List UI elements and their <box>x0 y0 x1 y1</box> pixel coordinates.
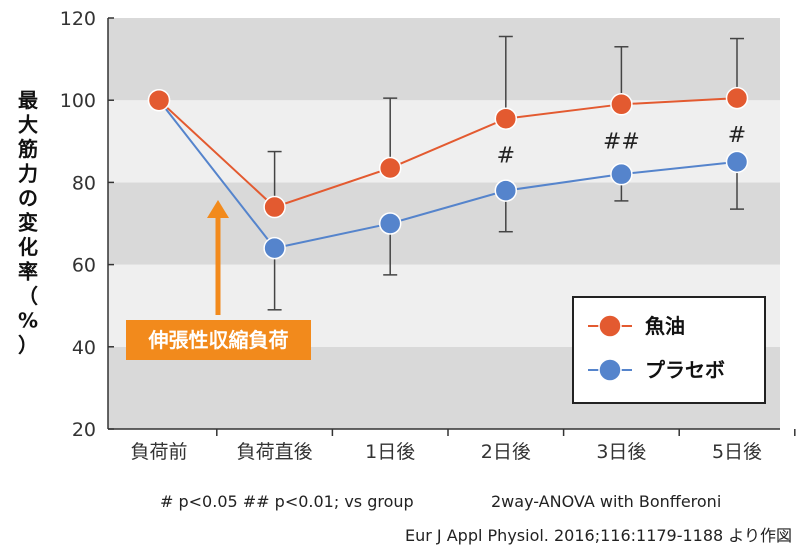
legend-marker <box>598 314 622 338</box>
footnote-method: 2way-ANOVA with Bonfferoni <box>491 492 722 511</box>
chart: 20 40 60 80 100 120 負荷前 負荷直後 1日後 2日後 3日後 5日後 最大筋力の変化… <box>18 8 796 463</box>
y-axis-label-char: 化 <box>18 235 38 259</box>
data-point <box>610 93 633 116</box>
footnote-stats: # p<0.05 ## p<0.01; vs group <box>160 492 414 511</box>
y-axis-label-char: ） <box>18 333 38 357</box>
data-point <box>610 162 633 186</box>
legend-box <box>572 296 766 404</box>
y-axis-label-char: の <box>18 186 38 210</box>
y-axis-label-char: 最 <box>18 88 39 112</box>
grid-band <box>108 100 780 183</box>
y-axis-label-char: 大 <box>18 113 38 137</box>
x-tick-label: 5日後 <box>712 441 762 463</box>
y-tick-label: 80 <box>72 172 96 194</box>
significance-marker: ## <box>603 129 640 154</box>
series-line-1 <box>158 99 738 250</box>
y-tick-label: 100 <box>60 90 96 112</box>
y-axis-label-char: （ <box>18 284 38 308</box>
annotation-arrowhead <box>207 200 229 218</box>
legend-label: 魚油 <box>645 314 685 338</box>
data-point <box>263 236 286 260</box>
x-tick-label: 2日後 <box>481 441 531 463</box>
y-tick-label: 20 <box>72 419 96 441</box>
y-axis-label-char: 筋 <box>18 137 38 161</box>
y-tick-label: 60 <box>72 255 96 277</box>
y-tick-label: 120 <box>60 8 96 30</box>
y-axis-label-char: 率 <box>18 260 38 284</box>
data-point <box>725 86 749 110</box>
data-point <box>494 179 518 202</box>
footnote-source: Eur J Appl Physiol. 2016;116:1179-1188 よ… <box>405 526 792 545</box>
annotation-text: 伸張性収縮負荷 <box>148 328 289 352</box>
data-point <box>378 156 402 180</box>
data-point <box>263 195 286 219</box>
x-tick-label: 負荷前 <box>130 441 187 463</box>
y-axis-label-char: % <box>18 309 38 333</box>
series-line-0 <box>158 97 738 209</box>
annotation-box-bg <box>126 320 311 360</box>
grid-band <box>108 182 780 265</box>
legend-marker <box>598 358 622 382</box>
y-tick-label: 40 <box>72 337 96 359</box>
data-point <box>378 212 402 235</box>
y-axis-label-char: 変 <box>18 211 38 235</box>
annotation-box: 伸張性収縮負荷 <box>126 320 311 360</box>
data-point <box>494 107 518 130</box>
x-tick-label: 1日後 <box>365 441 415 463</box>
x-tick-label: 負荷直後 <box>237 441 313 463</box>
data-point <box>725 150 749 174</box>
y-axis-label-char: 力 <box>18 162 38 186</box>
grid-band <box>108 18 780 101</box>
data-point <box>147 88 171 112</box>
legend-label: プラセボ <box>645 358 725 382</box>
x-tick-label: 3日後 <box>596 441 646 463</box>
significance-marker: # <box>497 144 515 169</box>
significance-marker: # <box>728 123 746 148</box>
